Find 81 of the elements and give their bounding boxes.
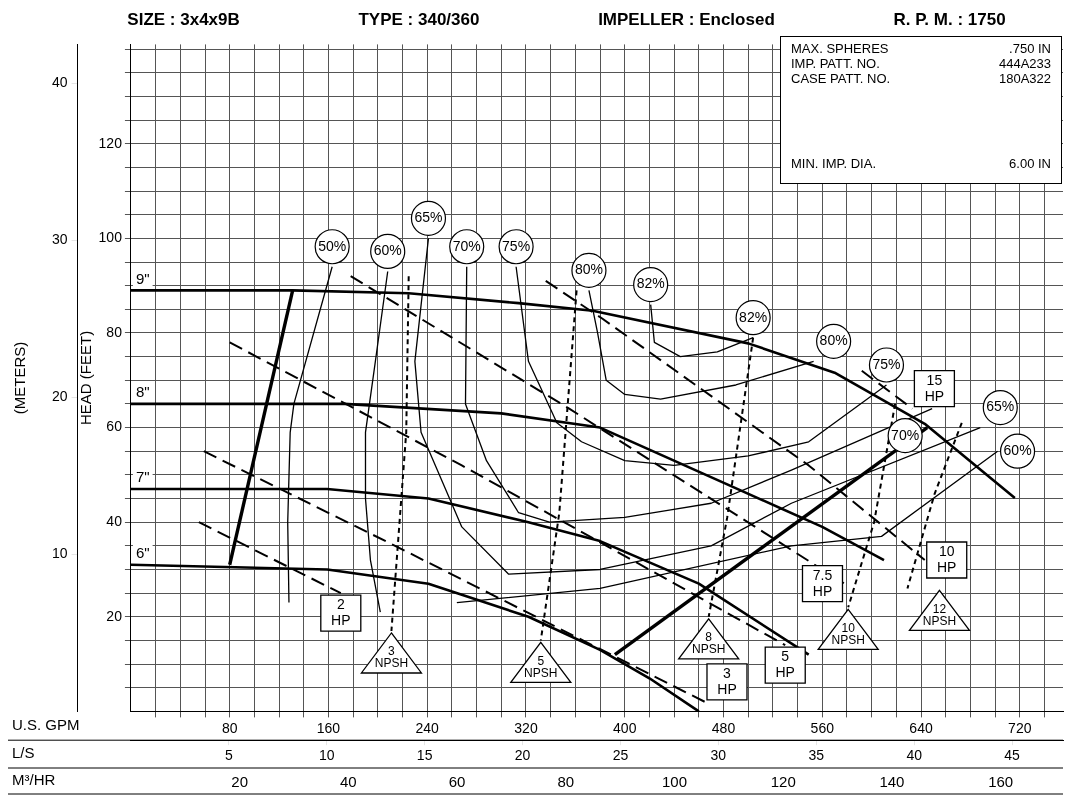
text: 40 [340, 773, 357, 791]
text: 60 [448, 773, 466, 791]
text: SIZE : 3x4x9B [127, 10, 240, 30]
series-label: 7" [135, 468, 150, 486]
series-label: 3 HP [717, 664, 737, 697]
annotation: 65% [986, 398, 1015, 415]
text: M³/HR [12, 771, 56, 789]
x-axis-title: U.S. GPM [12, 715, 80, 733]
y-tick-label: 60 [106, 418, 123, 435]
x2-tick-label: 10 [318, 747, 335, 764]
x2-tick-label: 15 [416, 747, 433, 764]
annotation: MIN. IMP. DIA. [791, 156, 876, 171]
annotation: 82% [739, 308, 768, 325]
y-tick-label: 80 [106, 323, 123, 340]
x-tick-label: 160 [316, 719, 341, 736]
annotation: 70% [452, 237, 481, 254]
x2-axis-title: L/S [12, 744, 35, 762]
series-label: 8" [135, 383, 150, 401]
x2-tick-label: 30 [710, 747, 727, 764]
series-label: 2 HP [331, 596, 351, 628]
y2-axis-title: (METERS) [11, 341, 29, 415]
annotation: IMP. PATT. NO. [791, 56, 880, 71]
series-label: 5 NPSH [524, 653, 558, 680]
x2-tick-label: 20 [514, 747, 531, 764]
series-label: 8 NPSH [692, 630, 726, 657]
x2-tick-label: 40 [906, 747, 923, 764]
text: TYPE : 340/360 [358, 10, 480, 30]
y-tick-label: 120 [98, 134, 123, 151]
annotation: 444A233 [998, 56, 1051, 71]
x2-tick-label: 45 [1004, 747, 1021, 764]
y2-tick-label: 20 [51, 388, 68, 405]
annotation: 6.00 IN [1009, 156, 1051, 171]
text: 160 [988, 773, 1014, 791]
text: 120 [770, 773, 796, 791]
x-tick-label: 640 [909, 719, 933, 736]
text: 140 [879, 773, 905, 791]
x-tick-label: 320 [514, 719, 538, 736]
text: 100 [662, 773, 688, 791]
series-label: 7.5 HP [812, 566, 833, 599]
y2-tick-label: 30 [51, 231, 68, 248]
annotation: 60% [1003, 442, 1032, 459]
y-tick-label: 40 [106, 513, 123, 530]
x2-tick-label: 35 [808, 747, 825, 764]
series-label: 6" [135, 543, 150, 561]
x-tick-label: 480 [711, 719, 736, 736]
annotation: 75% [502, 237, 531, 254]
x-tick-label: 80 [221, 719, 238, 736]
text: 20 [231, 773, 248, 791]
annotation: 70% [891, 426, 920, 443]
annotation: 65% [414, 209, 443, 226]
annotation: .750 IN [1009, 41, 1051, 56]
series-label: 3 NPSH [374, 644, 409, 671]
annotation: 80% [574, 261, 603, 278]
annotation: 75% [872, 355, 901, 372]
x2-tick-label: 5 [224, 747, 233, 764]
text: R. P. M. : 1750 [893, 10, 1006, 30]
series-label: 10 HP [937, 542, 957, 575]
y2-tick-label: 40 [51, 74, 68, 91]
x-tick-label: 720 [1008, 719, 1032, 736]
series-label: 9" [135, 269, 150, 287]
annotation: 60% [373, 242, 402, 259]
text: IMPELLER : Enclosed [598, 10, 775, 30]
x2-tick-label: 25 [612, 747, 629, 764]
y-axis-title: HEAD (FEET) [76, 330, 94, 425]
x-tick-label: 240 [415, 719, 440, 736]
series-label: 5 HP [775, 648, 795, 681]
y2-tick-label: 10 [51, 545, 68, 562]
annotation: MAX. SPHERES [791, 41, 889, 56]
y-tick-label: 20 [106, 607, 123, 624]
annotation: 80% [819, 332, 848, 349]
series-label: 10 NPSH [831, 620, 865, 647]
series-label: 15 HP [924, 371, 945, 404]
annotation: 82% [636, 275, 665, 292]
series-label: 12 NPSH [922, 601, 957, 628]
annotation: 50% [318, 237, 347, 254]
x-tick-label: 400 [613, 719, 637, 736]
annotation: CASE PATT. NO. [791, 71, 891, 86]
y-tick-label: 100 [98, 229, 123, 246]
text: 80 [557, 773, 575, 791]
annotation: 180A322 [998, 71, 1051, 86]
x-tick-label: 560 [810, 719, 835, 736]
